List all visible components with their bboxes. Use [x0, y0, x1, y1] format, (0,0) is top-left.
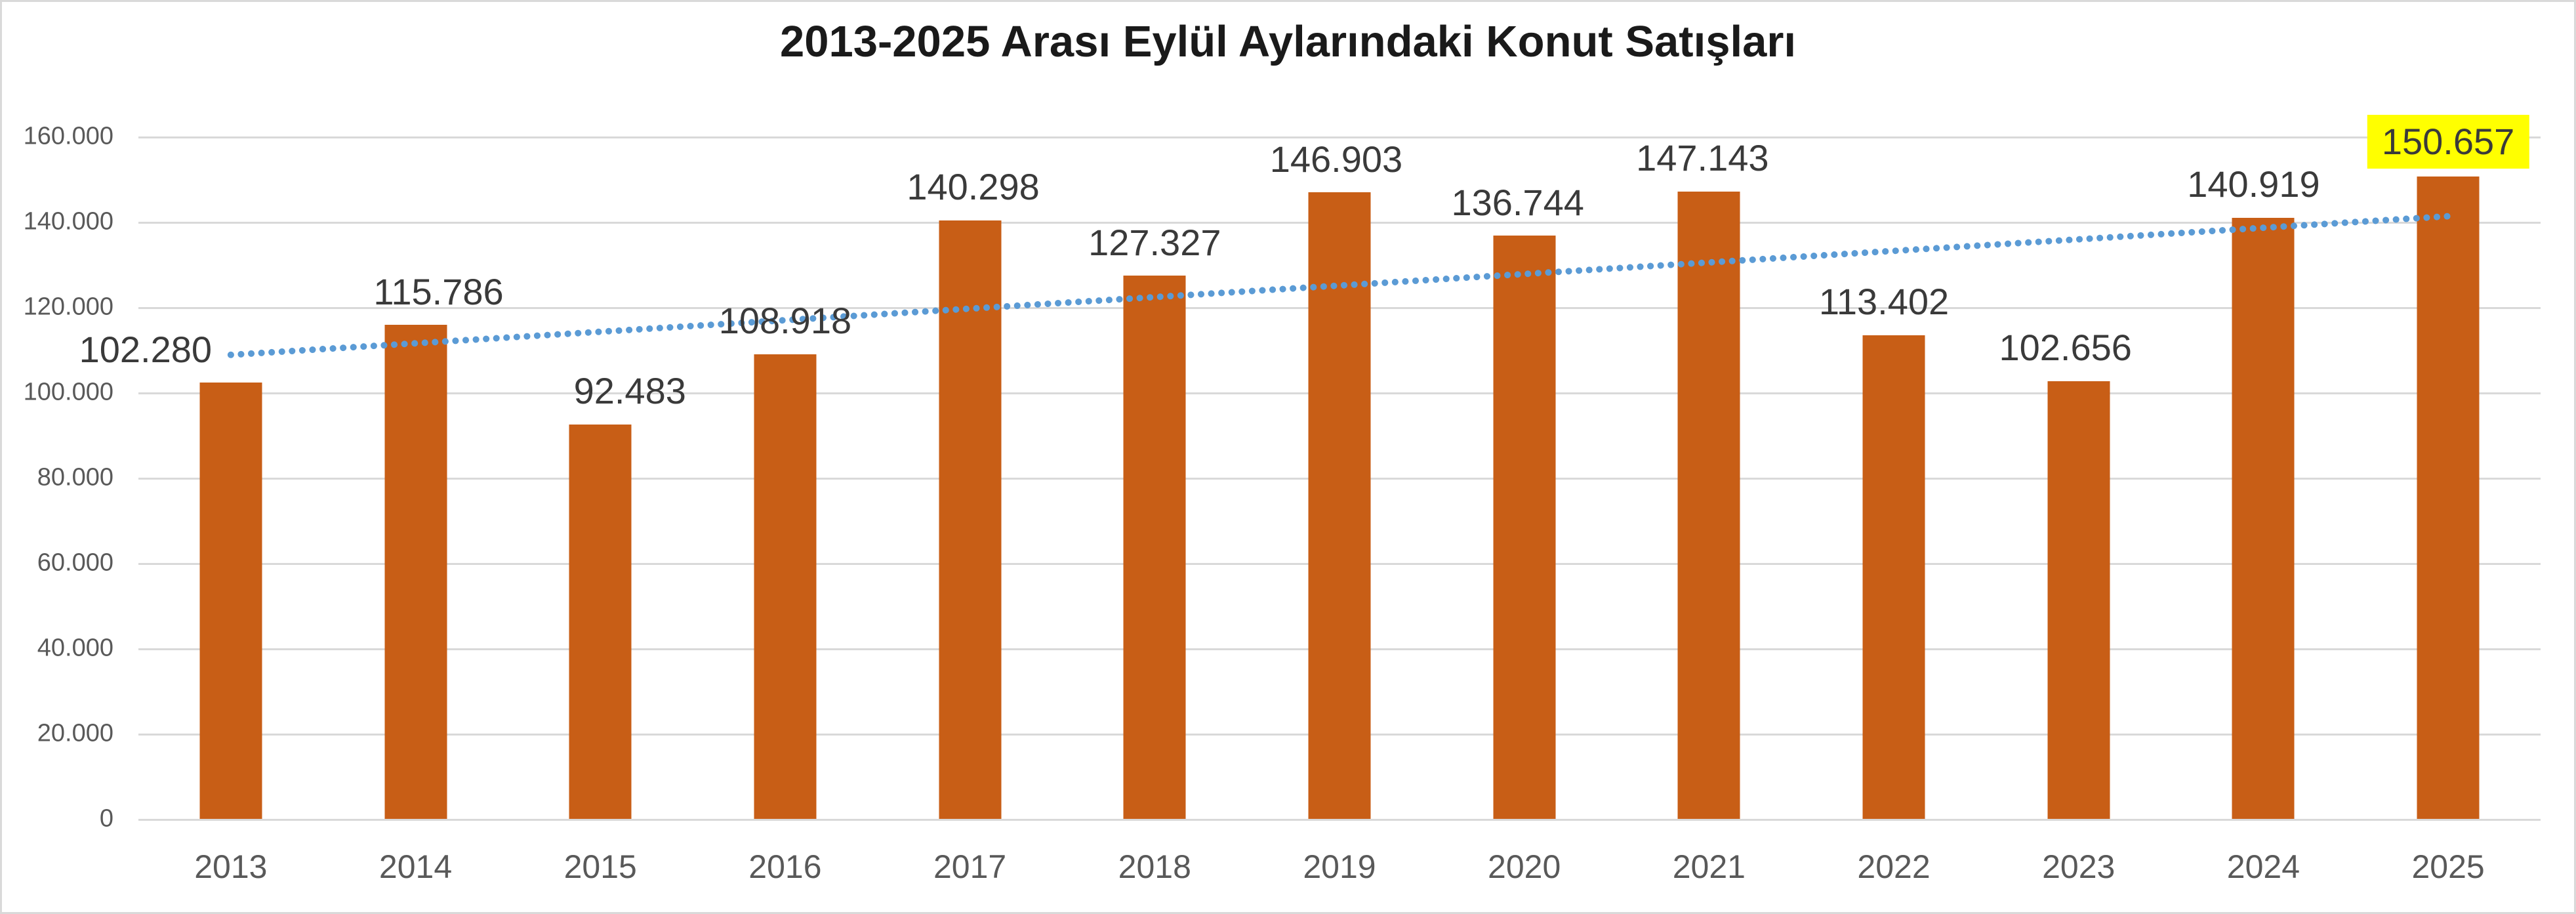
- bar-value-label: 147.143: [1636, 136, 1769, 178]
- bar: [384, 325, 447, 819]
- bar: [1123, 276, 1186, 819]
- chart-title: 2013-2025 Arası Eylül Aylarındaki Konut …: [779, 17, 1797, 66]
- bar-value-label: 140.919: [2187, 163, 2320, 205]
- x-tick-label: 2017: [933, 848, 1007, 885]
- y-tick-label: 0: [99, 804, 113, 833]
- bar-value-label: 146.903: [1269, 138, 1403, 180]
- x-tick-label: 2015: [563, 848, 637, 885]
- x-tick-label: 2018: [1118, 848, 1191, 885]
- bar: [1862, 335, 1925, 819]
- bar: [1677, 191, 1740, 819]
- bar-column: 146.903: [1247, 136, 1432, 819]
- gridline: [138, 136, 2541, 138]
- x-tick-label: 2024: [2226, 848, 2300, 885]
- trendline-svg: [227, 213, 2452, 358]
- bar-value-label: 102.656: [1999, 327, 2132, 369]
- bar: [2047, 381, 2110, 819]
- bar-value-label: 108.918: [718, 300, 852, 342]
- bar-value-label: 127.327: [1088, 221, 1221, 263]
- bar-column: 127.327: [1062, 136, 1247, 819]
- bar-value-label: 102.280: [79, 328, 213, 370]
- y-tick-label: 60.000: [37, 549, 113, 577]
- trendline: [227, 213, 2452, 358]
- x-tick-label: 2014: [378, 848, 453, 885]
- y-tick-label: 20.000: [37, 719, 113, 747]
- bars-row: 102.280 115.786 92.483 108.918 140.298 127.32…: [79, 115, 2541, 819]
- y-tick-label: 140.000: [23, 207, 113, 236]
- bar: [2232, 218, 2295, 819]
- x-tick-label: 2013: [194, 848, 268, 885]
- bar-column: 115.786: [323, 136, 508, 819]
- bar-column: 140.298: [878, 136, 1063, 819]
- bar: [1493, 236, 1556, 819]
- bar-value-label: 115.786: [373, 270, 504, 312]
- x-tick-label: 2023: [2042, 848, 2116, 885]
- gridline: [138, 819, 2541, 821]
- bar-column: 108.918: [693, 136, 878, 819]
- bar-column: 150.657: [2356, 115, 2541, 819]
- bar-value-label: 140.298: [907, 166, 1040, 208]
- x-tick-label: 2025: [2411, 848, 2485, 885]
- y-tick-label: 40.000: [37, 634, 113, 662]
- bar-column: 113.402: [1801, 136, 1986, 819]
- y-tick-label: 120.000: [23, 293, 113, 321]
- bar-column: 136.744: [1432, 136, 1617, 819]
- x-tick-label: 2019: [1303, 848, 1376, 885]
- bar-value-label: 92.483: [573, 370, 686, 412]
- x-tick-label: 2022: [1857, 848, 1931, 885]
- bar: [569, 424, 632, 819]
- x-tick-label: 2020: [1488, 848, 1561, 885]
- x-axis-labels: 2013 2014 2015 2016 2017 2018 2019 2020 2021 2022…: [138, 819, 2541, 912]
- y-tick-label: 160.000: [23, 122, 113, 150]
- bar: [939, 220, 1002, 819]
- bar-column: 102.280: [79, 136, 323, 819]
- bar-column: 92.483: [508, 136, 693, 819]
- bar-column: 102.656: [1986, 136, 2171, 819]
- y-tick-label: 80.000: [37, 463, 113, 491]
- bar-value-label-highlighted: 150.657: [2367, 115, 2529, 169]
- bar-value-label: 136.744: [1451, 181, 1584, 223]
- bar-column: 147.143: [1617, 136, 1802, 819]
- bar-column: 140.919: [2171, 136, 2356, 819]
- bar: [2417, 176, 2480, 819]
- y-axis-labels: 0 20.000 40.000 60.000 80.000 100.000 120.000 1…: [2, 123, 113, 833]
- x-tick-label: 2016: [748, 848, 822, 885]
- bar-value-label: 113.402: [1818, 281, 1950, 323]
- y-tick-label: 100.000: [23, 378, 113, 406]
- bar: [1308, 192, 1371, 819]
- plot-area: 102.280 115.786 92.483 108.918 140.298 127.32…: [79, 115, 2541, 821]
- bar: [754, 354, 817, 819]
- x-tick-label: 2021: [1672, 848, 1746, 885]
- bar: [199, 383, 262, 819]
